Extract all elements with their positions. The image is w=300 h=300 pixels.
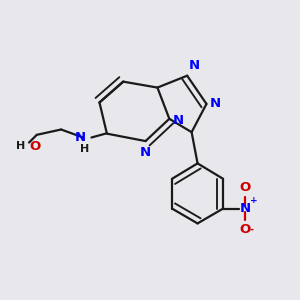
- Text: N: N: [210, 98, 221, 110]
- Text: O: O: [240, 223, 251, 236]
- Text: N: N: [240, 202, 251, 215]
- Text: N: N: [140, 146, 151, 159]
- Text: O: O: [29, 140, 40, 153]
- Text: H: H: [80, 144, 89, 154]
- Text: O: O: [240, 181, 251, 194]
- Text: H: H: [16, 141, 25, 151]
- Text: N: N: [74, 131, 86, 144]
- Text: N: N: [173, 114, 184, 127]
- Text: N: N: [189, 59, 200, 72]
- Text: +: +: [250, 196, 257, 205]
- Text: -: -: [250, 225, 254, 235]
